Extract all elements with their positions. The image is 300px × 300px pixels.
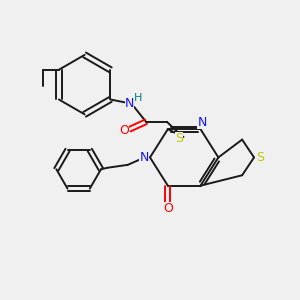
- Text: S: S: [175, 132, 183, 145]
- Text: O: O: [163, 202, 173, 215]
- Text: N: N: [125, 98, 134, 110]
- Text: H: H: [134, 93, 142, 103]
- Text: O: O: [119, 124, 129, 137]
- Text: N: N: [197, 116, 207, 129]
- Text: N: N: [140, 151, 149, 164]
- Text: S: S: [256, 151, 265, 164]
